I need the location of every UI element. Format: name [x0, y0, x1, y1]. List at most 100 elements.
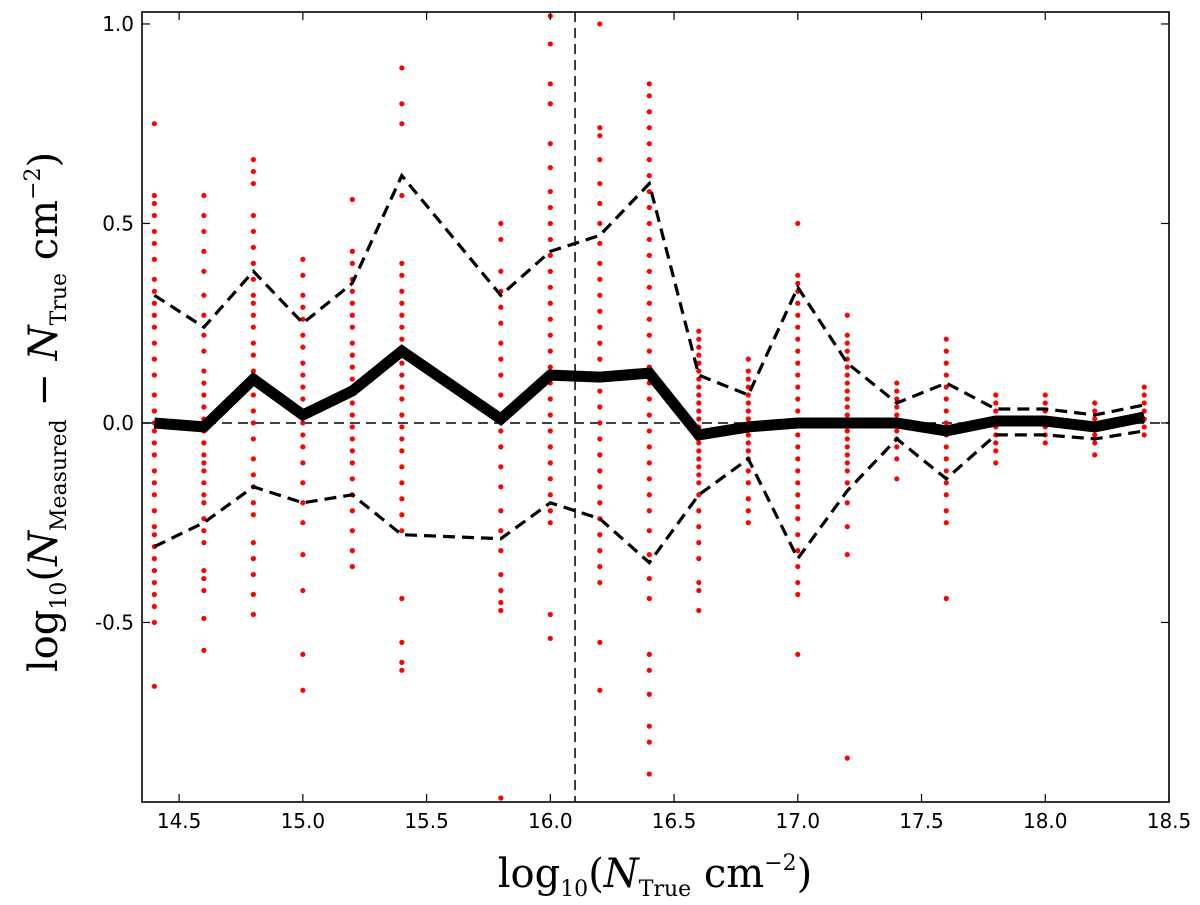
- scatter-point: [795, 480, 801, 486]
- scatter-point: [349, 436, 355, 442]
- scatter-point: [696, 368, 702, 374]
- scatter-point: [1092, 432, 1098, 438]
- scatter-point: [745, 496, 751, 502]
- scatter-point: [646, 460, 652, 466]
- scatter-point: [745, 508, 751, 514]
- scatter-point: [498, 236, 504, 243]
- scatter-point: [844, 332, 850, 338]
- scatter-point: [151, 683, 157, 689]
- scatter-point: [399, 436, 405, 442]
- scatter-point: [201, 480, 207, 486]
- scatter-point: [795, 492, 801, 498]
- scatter-point: [250, 571, 256, 578]
- scatter-point: [498, 528, 504, 534]
- scatter-point: [399, 300, 405, 306]
- scatter-point: [597, 125, 603, 131]
- scatter-point: [498, 428, 504, 434]
- scatter-point: [151, 452, 157, 458]
- scatter-point: [300, 480, 306, 486]
- scatter-point: [993, 392, 999, 398]
- scatter-point: [943, 508, 949, 514]
- scatter-point: [201, 567, 207, 574]
- scatter-point: [151, 324, 157, 330]
- scatter-point: [745, 392, 751, 398]
- scatter-point: [300, 520, 306, 526]
- scatter-point: [151, 121, 157, 127]
- scatter-point: [547, 236, 553, 243]
- upper-percentile-line: [153, 172, 1145, 417]
- scatter-point: [646, 252, 652, 258]
- scatter-point: [201, 540, 207, 546]
- scatter-point: [795, 591, 801, 598]
- scatter-point: [250, 340, 256, 346]
- scatter-point: [745, 480, 751, 486]
- scatter-point: [844, 428, 850, 434]
- scatter-point: [201, 647, 207, 653]
- scatter-point: [498, 571, 504, 578]
- scatter-point: [993, 400, 999, 406]
- scatter-point: [1042, 392, 1048, 398]
- scatter-point: [201, 392, 207, 398]
- scatter-point: [1141, 432, 1147, 438]
- scatter-point: [547, 508, 553, 514]
- scatter-point: [597, 308, 603, 314]
- scatter-point: [250, 540, 256, 546]
- scatter-point: [250, 500, 256, 506]
- scatter-point: [597, 133, 603, 139]
- scatter-point: [1141, 400, 1147, 406]
- scatter-point: [597, 260, 603, 266]
- x-label-log: log: [498, 851, 560, 897]
- scatter-point: [399, 396, 405, 402]
- scatter-point: [399, 659, 405, 665]
- scatter-point: [597, 484, 603, 490]
- scatter-point: [646, 771, 652, 777]
- scatter-point: [943, 360, 949, 366]
- scatter-point: [547, 460, 553, 466]
- scatter-point: [547, 300, 553, 306]
- scatter-point: [894, 388, 900, 394]
- scatter-point: [894, 428, 900, 434]
- scatter-point: [151, 340, 157, 346]
- scatter-point: [646, 141, 652, 147]
- scatter-point: [151, 556, 157, 562]
- scatter-point: [696, 408, 702, 414]
- y-label-unit: cm: [21, 200, 67, 273]
- scatter-point: [646, 492, 652, 498]
- scatter-point: [597, 356, 603, 362]
- scatter-point: [151, 428, 157, 434]
- scatter-point: [795, 504, 801, 510]
- scatter-point: [844, 340, 850, 346]
- scatter-point: [547, 284, 553, 290]
- scatter-point: [745, 416, 751, 422]
- scatter-point: [201, 452, 207, 458]
- scatter-point: [795, 396, 801, 402]
- scatter-point: [844, 396, 850, 402]
- x-tick-label: 15.0: [281, 809, 326, 833]
- scatter-point: [399, 121, 405, 127]
- scatter-point: [547, 444, 553, 450]
- x-tick-label: 16.5: [652, 809, 697, 833]
- scatter-point: [646, 508, 652, 514]
- scatter-point: [943, 408, 949, 414]
- scatter-point: [151, 579, 157, 586]
- scatter-point: [696, 556, 702, 562]
- scatter-point: [696, 607, 702, 614]
- scatter-point: [399, 448, 405, 454]
- scatter-point: [745, 432, 751, 438]
- scatter-point: [300, 332, 306, 338]
- scatter-point: [349, 508, 355, 514]
- scatter-point: [349, 196, 355, 203]
- scatter-point: [547, 101, 553, 107]
- scatter-point: [894, 444, 900, 450]
- scatter-point: [399, 272, 405, 278]
- scatter-point: [250, 392, 256, 398]
- x-tick-label: 18.0: [1023, 809, 1068, 833]
- scatter-point: [349, 352, 355, 358]
- scatter-point: [547, 316, 553, 322]
- scatter-point: [597, 420, 603, 426]
- x-tick-label: 15.5: [404, 809, 449, 833]
- scatter-point: [547, 188, 553, 195]
- scatter-point: [646, 528, 652, 534]
- scatter-point: [399, 65, 405, 71]
- scatter-point: [151, 240, 157, 247]
